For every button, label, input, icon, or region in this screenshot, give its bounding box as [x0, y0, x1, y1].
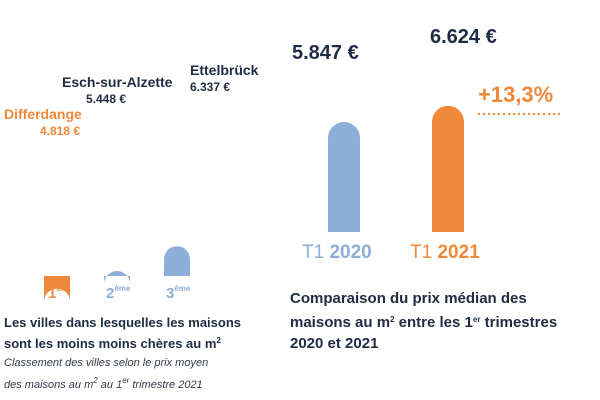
price-label-ettelbruck: 6.337 € — [190, 80, 231, 94]
left-caption: Les villes dans lesquelles les maisons s… — [4, 315, 242, 351]
left-note: Classement des villes selon le prix moye… — [4, 357, 209, 391]
value-label-2020: 5.847 € — [292, 42, 359, 64]
bar-differdange — [44, 276, 70, 302]
bar-ettelbr-ck — [164, 246, 190, 276]
city-label-ettelbruck: Ettelbrück — [190, 62, 259, 78]
rank-label-3: 3ème — [166, 284, 191, 302]
price-label-differdange: 4.818 € — [40, 124, 81, 138]
period-label-2020: T1 2020 — [302, 242, 372, 263]
price-label-esch: 5.448 € — [86, 92, 127, 106]
bar-t1-2021 — [432, 105, 464, 232]
city-label-differdange: Differdange — [4, 106, 82, 122]
period-label-2021: T1 2021 — [410, 242, 480, 263]
bar-t1-2020 — [328, 122, 360, 232]
rank-label-1: 1er — [48, 284, 64, 302]
change-label: +13,3% — [478, 82, 554, 107]
value-label-2021: 6.624 € — [430, 26, 497, 48]
bar-esch-sur-alzette — [104, 271, 130, 285]
right-caption: Comparaison du prix médian des maisons a… — [290, 290, 558, 352]
city-label-esch: Esch-sur-Alzette — [62, 74, 173, 90]
rank-label-2: 2ème — [106, 284, 131, 302]
